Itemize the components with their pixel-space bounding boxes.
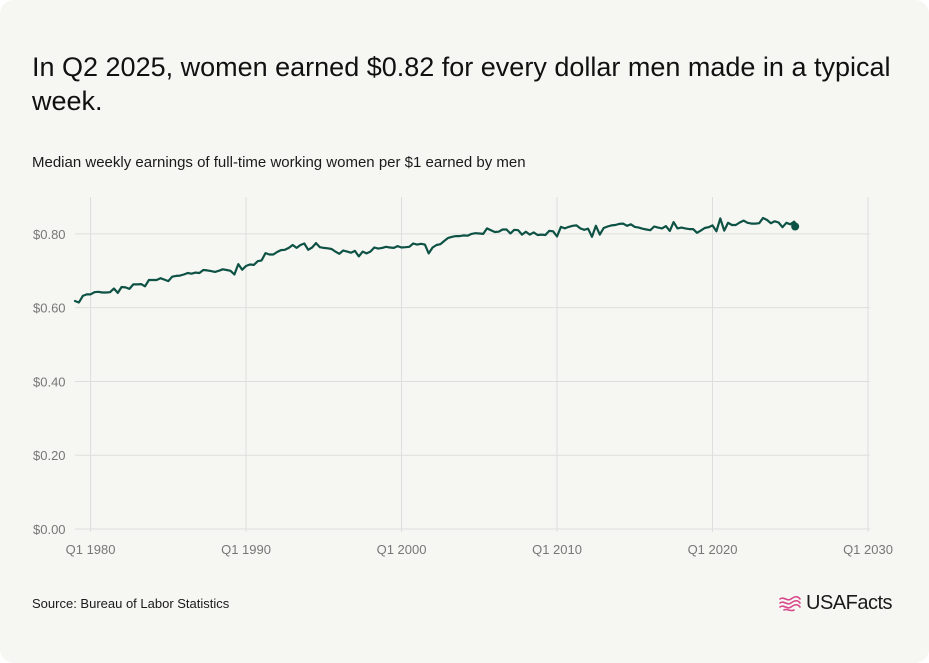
x-tick-label: Q1 2020 — [688, 542, 738, 557]
chart-subtitle: Median weekly earnings of full-time work… — [32, 154, 526, 171]
source-note: Source: Bureau of Labor Statistics — [32, 596, 230, 611]
y-tick-label: $0.40 — [33, 374, 66, 389]
x-tick-label: Q1 2000 — [377, 542, 427, 557]
y-tick-label: $0.80 — [33, 227, 66, 242]
y-tick-label: $0.00 — [33, 522, 66, 537]
end-point-marker — [791, 222, 800, 231]
usafacts-logo: USAFacts — [778, 592, 893, 615]
x-tick-label: Q1 1980 — [66, 542, 116, 557]
y-tick-label: $0.20 — [33, 448, 66, 463]
x-tick-label: Q1 1990 — [221, 542, 271, 557]
series-line — [73, 216, 800, 304]
brand-name: USAFacts — [806, 592, 893, 614]
flag-icon — [779, 595, 801, 611]
y-tick-label: $0.60 — [33, 301, 66, 316]
line-chart: $0.00 $0.20 $0.40 $0.60 $0.80 Q1 1980 Q1 1990 Q… — [33, 197, 893, 557]
x-tick-label: Q1 2010 — [532, 542, 582, 557]
chart-title: In Q2 2025, women earned $0.82 for every… — [32, 52, 891, 116]
x-tick-label: Q1 2030 — [843, 542, 893, 557]
